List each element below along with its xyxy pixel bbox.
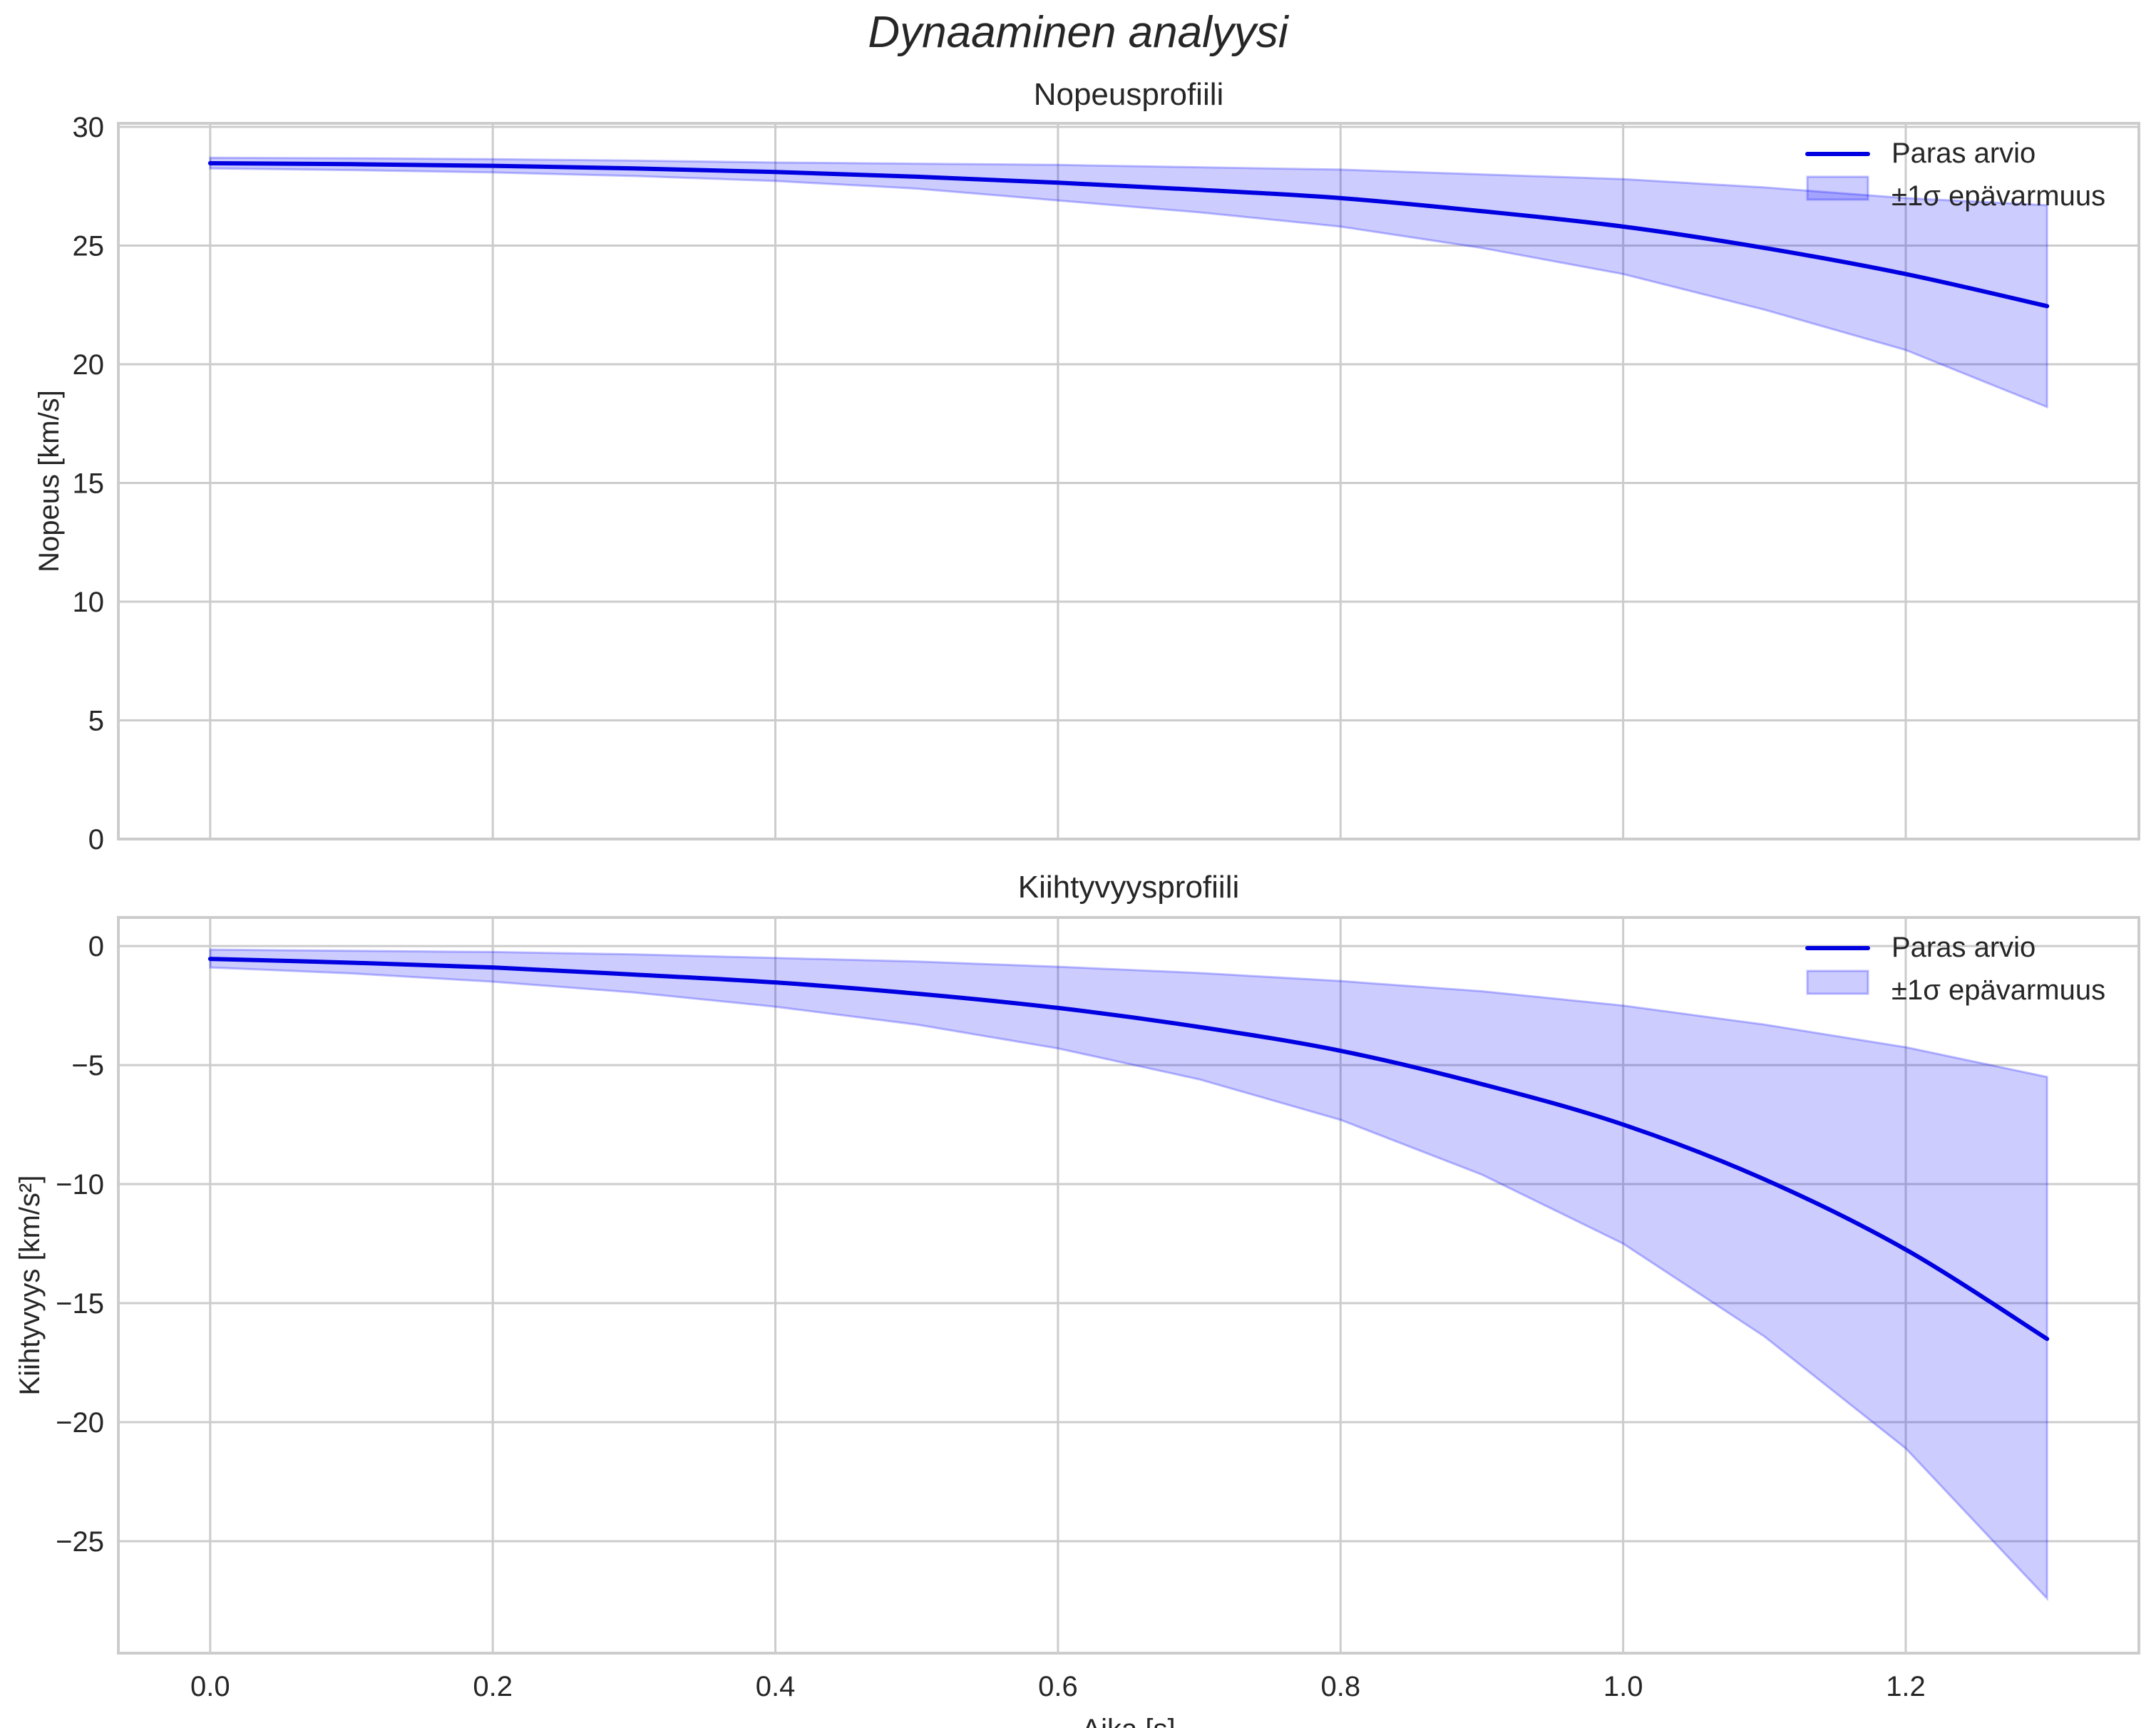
acceleration-plot-title: Kiihtyvyysprofiili — [1017, 870, 1240, 905]
y-tick-label: 0 — [88, 931, 104, 962]
y-tick-label: 0 — [88, 824, 104, 855]
x-axis-label: Aika [s] — [1082, 1714, 1175, 1728]
y-tick-label: 10 — [73, 587, 105, 618]
x-tick-label: 0.6 — [1038, 1671, 1078, 1702]
velocity-plot-title: Nopeusprofiili — [1033, 77, 1224, 112]
y-axis-label: Kiihtyvyys [km/s²] — [14, 1176, 46, 1396]
legend-label-uncertainty: ±1σ epävarmuus — [1891, 180, 2105, 212]
y-tick-label: −15 — [56, 1288, 104, 1320]
best-estimate-line — [207, 957, 2050, 1342]
uncertainty-band — [209, 948, 2048, 1601]
uncertainty-band — [209, 156, 2048, 409]
y-tick-label: −10 — [56, 1169, 104, 1200]
x-tick-label: 0.2 — [473, 1671, 513, 1702]
x-tick-label: 0.4 — [756, 1671, 796, 1702]
y-axis-label: Nopeus [km/s] — [34, 390, 65, 572]
y-tick-label: 5 — [88, 705, 104, 736]
y-tick-label: −20 — [56, 1407, 104, 1439]
x-tick-label: 0.8 — [1320, 1671, 1360, 1702]
x-tick-label: 1.0 — [1603, 1671, 1643, 1702]
y-tick-label: 15 — [73, 468, 105, 499]
legend-band-swatch — [1806, 970, 1869, 995]
best-estimate-line — [207, 160, 2050, 309]
y-tick-label: −25 — [56, 1526, 104, 1558]
x-tick-label: 1.2 — [1886, 1671, 1926, 1702]
y-tick-label: −5 — [71, 1050, 104, 1081]
legend-label-uncertainty: ±1σ epävarmuus — [1891, 974, 2105, 1006]
acceleration-axes: 0 −5 −10 −15 −20 −25 0.0 0.2 0.4 0.6 0.8 1.0 1.2 Kiih… — [14, 916, 2140, 1728]
figure-title: Dynaaminen analyysi — [868, 8, 1288, 57]
legend: Paras arvio ±1σ epävarmuus — [1805, 932, 2105, 1006]
y-tick-label: 30 — [73, 112, 105, 143]
legend-label-best-estimate: Paras arvio — [1891, 932, 2036, 963]
legend-label-best-estimate: Paras arvio — [1891, 138, 2036, 169]
x-tick-label: 0.0 — [190, 1671, 230, 1702]
velocity-axes: 0 5 10 15 20 25 30 Nopeus [km/s] Paras arvio ±1σ … — [34, 112, 2140, 855]
y-tick-label: 25 — [73, 230, 105, 262]
legend: Paras arvio ±1σ epävarmuus — [1805, 138, 2105, 212]
legend-band-swatch — [1806, 175, 1869, 201]
y-tick-label: 20 — [73, 349, 105, 381]
axes-frame — [117, 122, 2140, 840]
axes-frame — [117, 916, 2140, 1655]
